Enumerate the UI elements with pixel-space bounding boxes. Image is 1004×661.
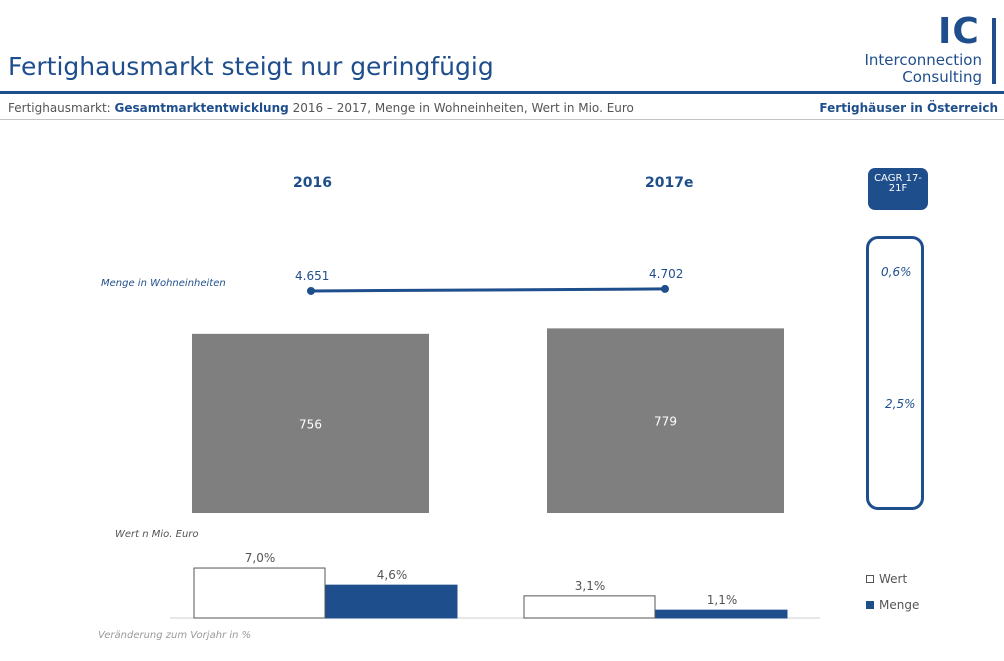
menge-point <box>307 286 315 295</box>
legend-swatch-menge <box>866 601 874 609</box>
cagr-menge-value: 0,6% <box>881 265 912 279</box>
legend-item-menge: Menge <box>866 598 919 612</box>
change-data-label: 3,1% <box>575 579 606 593</box>
menge-point <box>661 284 669 293</box>
change-bar-layer: 7,0% 3,1% 4,6% 1,1% <box>170 551 820 619</box>
subtitle-bold: Gesamtmarktentwicklung <box>114 101 289 115</box>
menge-axis-label: Menge in Wohneinheiten <box>101 278 226 289</box>
menge-line-layer: 4.651 4.702 <box>295 267 683 295</box>
wert-data-label: 779 <box>654 415 677 429</box>
wert-bar-layer: 756 779 <box>192 328 784 513</box>
logo-bar <box>992 18 996 84</box>
subtitle-prefix: Fertighausmarkt: <box>8 101 115 115</box>
year-label-2017e: 2017e <box>645 175 694 191</box>
subtitle-rule <box>0 119 1004 120</box>
page-title: Fertighausmarkt steigt nur geringfügig <box>8 52 494 81</box>
wert-bar <box>547 328 784 513</box>
subtitle-rest: 2016 – 2017, Menge in Wohneinheiten, Wer… <box>288 101 634 115</box>
wert-axis-label: Wert n Mio. Euro <box>115 529 199 540</box>
change-bar-wert <box>523 595 656 619</box>
wert-data-label: 756 <box>299 417 322 431</box>
cagr-wert-value: 2,5% <box>885 397 916 411</box>
logo-line2: Consulting <box>902 68 982 86</box>
logo-line1: Interconnection <box>864 51 982 69</box>
change-axis-label: Veränderung zum Vorjahr in % <box>98 630 252 641</box>
chart-subtitle: Fertighausmarkt: Gesamtmarktentwicklung … <box>8 101 634 115</box>
change-data-label: 1,1% <box>707 593 738 607</box>
change-bar-menge <box>325 584 458 619</box>
cagr-header: CAGR 17-21F <box>868 168 928 210</box>
cagr-box <box>866 236 924 510</box>
legend-label-wert: Wert <box>879 572 908 586</box>
menge-data-label: 4.702 <box>649 267 683 281</box>
legend-swatch-wert <box>866 575 874 583</box>
legend-item-wert: Wert <box>866 572 907 586</box>
change-data-label: 7,0% <box>245 551 276 565</box>
change-bar-wert <box>193 567 326 619</box>
change-data-label: 4,6% <box>377 568 408 582</box>
legend-label-menge: Menge <box>879 598 920 612</box>
cagr-label: CAGR 17-21F <box>874 173 922 194</box>
wert-bar <box>192 333 429 513</box>
menge-data-label: 4.651 <box>295 269 329 283</box>
menge-line <box>310 287 666 293</box>
region-label: Fertighäuser in Österreich <box>819 101 998 115</box>
header-rule <box>0 91 1004 94</box>
change-bar-menge <box>655 609 788 619</box>
company-logo: IC Interconnection Consulting <box>860 14 1000 88</box>
year-label-2016: 2016 <box>293 175 332 191</box>
logo-mark: IC <box>938 11 980 52</box>
